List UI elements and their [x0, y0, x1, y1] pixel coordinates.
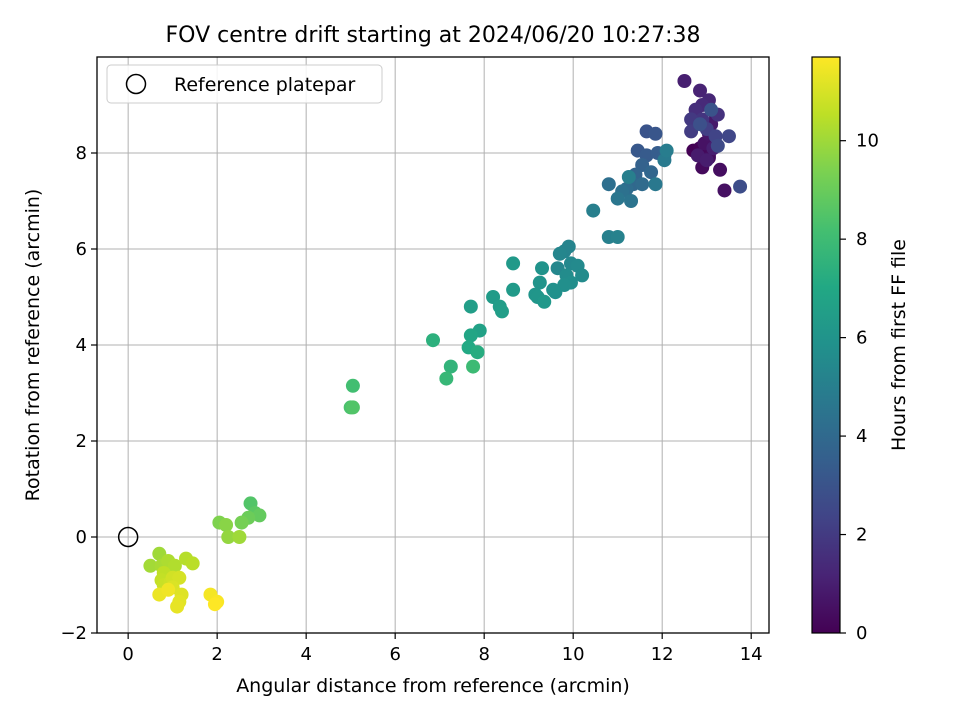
legend-box: [106, 64, 383, 104]
data-point: [426, 333, 440, 348]
data-point: [644, 165, 659, 180]
data-point: [232, 530, 247, 544]
data-point: [219, 518, 234, 532]
data-point: [601, 177, 616, 192]
data-point: [506, 282, 521, 297]
legend-marker-reference: [125, 73, 147, 95]
data-point: [635, 177, 650, 192]
data-point: [494, 304, 509, 319]
x-axis-label: Angular distance from reference (arcmin): [236, 675, 630, 697]
data-point: [575, 268, 590, 283]
data-point: [234, 515, 249, 530]
colorbar-tick-label: 10: [856, 131, 879, 152]
y-tick-label: −2: [60, 623, 87, 644]
colorbar-gradient: [811, 56, 841, 634]
y-tick-label: 4: [76, 335, 87, 356]
data-point: [143, 558, 158, 573]
data-point: [704, 102, 719, 117]
legend-label-reference: Reference platepar: [174, 74, 356, 96]
data-point: [552, 246, 567, 261]
data-point: [733, 179, 748, 194]
data-point: [610, 230, 625, 244]
data-point: [463, 299, 478, 314]
data-point: [621, 170, 636, 184]
data-point: [624, 194, 639, 208]
data-point: [207, 597, 222, 612]
colorbar-tick-label: 0: [856, 623, 867, 644]
y-tick-label: 0: [76, 527, 87, 548]
data-point: [717, 183, 732, 198]
y-axis-label: Rotation from reference (arcmin): [22, 189, 44, 502]
points-layer: [117, 74, 748, 614]
data-point: [170, 599, 185, 614]
colorbar-tick-label: 8: [856, 229, 867, 250]
data-point: [439, 371, 454, 386]
data-point: [693, 83, 708, 98]
legend: Reference platepar: [106, 64, 383, 104]
data-point: [699, 153, 714, 168]
reference-platepar-marker: [117, 526, 139, 548]
chart-title: FOV centre drift starting at 2024/06/20 …: [166, 23, 701, 48]
data-point: [345, 378, 360, 393]
x-tick-label: 6: [389, 644, 400, 665]
data-point: [463, 328, 478, 343]
x-tick-label: 4: [300, 644, 311, 665]
data-point: [659, 143, 674, 158]
x-tick-label: 12: [651, 644, 674, 665]
data-point: [470, 345, 485, 360]
y-tick-label: 2: [76, 431, 87, 452]
colorbar-tick-label: 4: [856, 426, 867, 447]
data-point: [693, 117, 708, 132]
data-point: [345, 400, 360, 415]
y-tick-label: 6: [76, 239, 87, 260]
data-point: [167, 558, 182, 573]
data-point: [252, 508, 267, 523]
colorbar-ticks: 0 2 4 6 8 10: [840, 131, 879, 644]
data-point: [443, 359, 458, 374]
data-point: [537, 294, 552, 309]
x-tick-label: 14: [740, 644, 763, 665]
data-point: [586, 203, 601, 218]
data-point: [721, 129, 736, 144]
data-point: [185, 556, 200, 571]
data-point: [535, 261, 550, 276]
x-tick-label: 2: [211, 644, 222, 665]
data-point: [532, 275, 547, 290]
ticks-layer: 0 2 4 6 8 10 12 14 −2 0 2 4 6 8: [60, 143, 762, 665]
data-point: [221, 530, 236, 544]
data-point: [648, 177, 663, 192]
colorbar: 0 2 4 6 8 10 Hours from first FF file: [811, 56, 910, 644]
colorbar-label: Hours from first FF file: [888, 239, 910, 451]
data-point: [710, 138, 725, 153]
data-point: [713, 162, 728, 177]
data-point: [610, 191, 625, 206]
data-point: [466, 359, 481, 374]
data-point: [506, 256, 521, 271]
data-point: [677, 74, 692, 88]
data-point: [161, 582, 176, 597]
y-tick-label: 8: [76, 143, 87, 164]
colorbar-tick-label: 6: [856, 328, 867, 349]
colorbar-tick-label: 2: [856, 525, 867, 546]
data-point: [546, 282, 561, 297]
x-tick-label: 10: [562, 644, 585, 665]
x-tick-label: 8: [478, 644, 489, 665]
data-point: [648, 126, 663, 141]
x-tick-label: 0: [122, 644, 133, 665]
